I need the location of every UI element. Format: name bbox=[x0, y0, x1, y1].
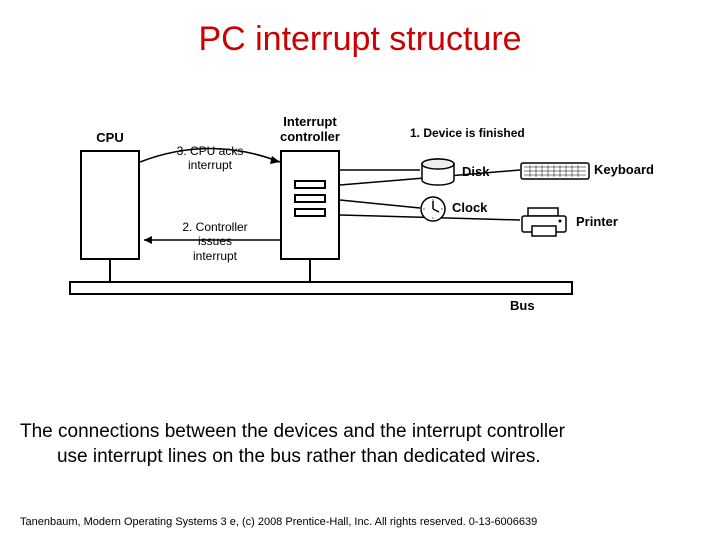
clock-icon bbox=[420, 196, 448, 224]
keyboard-icon bbox=[520, 162, 592, 182]
step2-label: 2. Controller issues interrupt bbox=[170, 220, 260, 263]
disk-label: Disk bbox=[462, 164, 489, 179]
page-title: PC interrupt structure bbox=[0, 20, 720, 59]
caption-text: The connections between the devices and … bbox=[20, 420, 700, 469]
keyboard-label: Keyboard bbox=[594, 162, 654, 177]
step3-label: 3. CPU acks interrupt bbox=[160, 144, 260, 173]
diagram-area: CPU Interrupt controller Bus 1. Device i… bbox=[80, 120, 640, 340]
step1-label: 1. Device is finished bbox=[410, 126, 570, 140]
citation-text: Tanenbaum, Modern Operating Systems 3 e,… bbox=[20, 516, 537, 528]
disk-icon bbox=[420, 158, 460, 190]
printer-label: Printer bbox=[576, 214, 618, 229]
printer-icon bbox=[520, 206, 572, 238]
clock-label: Clock bbox=[452, 200, 487, 215]
